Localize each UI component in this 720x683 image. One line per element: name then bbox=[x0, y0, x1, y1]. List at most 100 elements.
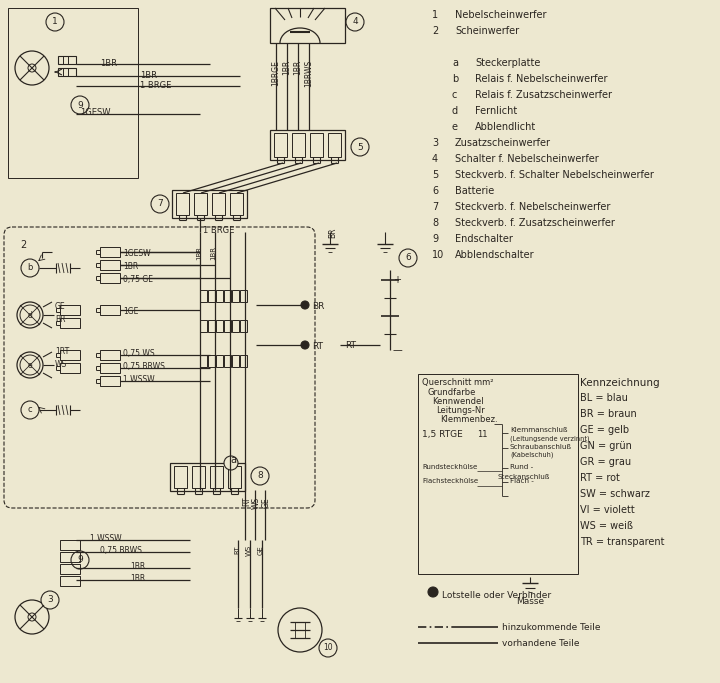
Circle shape bbox=[319, 639, 337, 657]
Text: 1BR: 1BR bbox=[140, 71, 157, 80]
Bar bbox=[208, 320, 215, 332]
Text: WS: WS bbox=[246, 545, 252, 556]
Text: 1BR: 1BR bbox=[196, 246, 202, 260]
Text: 1BRWS: 1BRWS bbox=[304, 60, 313, 87]
Text: 0,75 BRWS: 0,75 BRWS bbox=[123, 362, 165, 371]
Bar bbox=[60, 363, 80, 373]
Circle shape bbox=[71, 96, 89, 114]
Text: Klemmanschluß: Klemmanschluß bbox=[510, 427, 567, 433]
Text: a: a bbox=[230, 455, 236, 465]
Text: BL = blau: BL = blau bbox=[580, 393, 628, 403]
Text: 9: 9 bbox=[77, 555, 83, 565]
Text: 1BR: 1BR bbox=[210, 246, 216, 260]
Text: 1 BRGE: 1 BRGE bbox=[140, 81, 171, 90]
Circle shape bbox=[20, 305, 40, 325]
Circle shape bbox=[399, 249, 417, 267]
Circle shape bbox=[346, 13, 364, 31]
Text: Endschalter: Endschalter bbox=[455, 234, 513, 244]
Bar bbox=[328, 133, 341, 157]
Circle shape bbox=[46, 13, 64, 31]
Text: Nebelscheinwerfer: Nebelscheinwerfer bbox=[455, 10, 546, 20]
Text: 2: 2 bbox=[432, 26, 438, 36]
Text: BR: BR bbox=[55, 315, 66, 324]
Text: Lotstelle oder Verbinder: Lotstelle oder Verbinder bbox=[442, 591, 551, 600]
Bar bbox=[216, 320, 223, 332]
Text: Steckanschluß: Steckanschluß bbox=[497, 474, 549, 480]
Circle shape bbox=[151, 195, 169, 213]
Bar bbox=[192, 466, 205, 488]
Bar bbox=[172, 190, 247, 218]
Text: RT: RT bbox=[312, 342, 323, 351]
Text: 6: 6 bbox=[405, 253, 411, 262]
Bar bbox=[224, 355, 231, 367]
Bar bbox=[232, 320, 239, 332]
Bar bbox=[240, 355, 247, 367]
Bar bbox=[200, 320, 207, 332]
Text: 5: 5 bbox=[432, 170, 438, 180]
Text: Schraubanschluß: Schraubanschluß bbox=[510, 444, 572, 450]
Text: 1BR: 1BR bbox=[123, 262, 138, 271]
Text: Abblendschalter: Abblendschalter bbox=[455, 250, 535, 260]
Text: GE: GE bbox=[55, 302, 66, 311]
Text: Steckerplatte: Steckerplatte bbox=[475, 58, 541, 68]
Text: TR = transparent: TR = transparent bbox=[580, 537, 665, 547]
Bar bbox=[8, 8, 138, 178]
Circle shape bbox=[28, 64, 36, 72]
Bar bbox=[174, 466, 187, 488]
Text: Masse: Masse bbox=[516, 597, 544, 606]
Text: 1BR: 1BR bbox=[282, 60, 291, 75]
Bar bbox=[212, 193, 225, 215]
Bar bbox=[58, 56, 76, 64]
Bar bbox=[418, 374, 578, 574]
Text: 2: 2 bbox=[20, 240, 26, 250]
Circle shape bbox=[251, 467, 269, 485]
Text: Steckverb. f. Schalter Nebelscheinwerfer: Steckverb. f. Schalter Nebelscheinwerfer bbox=[455, 170, 654, 180]
Text: WS: WS bbox=[55, 360, 67, 369]
Circle shape bbox=[21, 259, 39, 277]
Bar bbox=[60, 350, 80, 360]
Bar bbox=[100, 273, 120, 283]
Text: vorhandene Teile: vorhandene Teile bbox=[502, 639, 580, 647]
Bar bbox=[224, 320, 231, 332]
Text: BR: BR bbox=[312, 302, 325, 311]
Bar bbox=[208, 355, 215, 367]
Text: 1 WSSW: 1 WSSW bbox=[90, 534, 122, 543]
Text: Rundsteckhülse: Rundsteckhülse bbox=[422, 464, 477, 470]
Text: 3: 3 bbox=[432, 138, 438, 148]
Text: Fernlicht: Fernlicht bbox=[475, 106, 517, 116]
Text: GE: GE bbox=[262, 497, 271, 507]
Text: —: — bbox=[393, 345, 402, 355]
Text: Zusatzscheinwerfer: Zusatzscheinwerfer bbox=[455, 138, 551, 148]
Bar bbox=[216, 290, 223, 302]
Text: d: d bbox=[27, 311, 32, 320]
Text: BR: BR bbox=[328, 228, 337, 238]
Text: RT = rot: RT = rot bbox=[580, 473, 620, 483]
Text: Kennzeichnung: Kennzeichnung bbox=[580, 378, 660, 388]
Text: Steckverb. f. Nebelscheinwerfer: Steckverb. f. Nebelscheinwerfer bbox=[455, 202, 611, 212]
Text: 10: 10 bbox=[323, 643, 333, 652]
Bar bbox=[224, 290, 231, 302]
Text: b: b bbox=[452, 74, 458, 84]
Bar bbox=[60, 564, 80, 574]
Text: a: a bbox=[452, 58, 458, 68]
Text: 9: 9 bbox=[77, 100, 83, 109]
Circle shape bbox=[17, 352, 43, 378]
Text: 5: 5 bbox=[357, 143, 363, 152]
Bar bbox=[230, 193, 243, 215]
Text: (Leitungsende verzinnt): (Leitungsende verzinnt) bbox=[510, 435, 590, 441]
Text: Kennwendel: Kennwendel bbox=[432, 397, 484, 406]
Text: Steckverb. f. Zusatzscheinwerfer: Steckverb. f. Zusatzscheinwerfer bbox=[455, 218, 615, 228]
Text: GR = grau: GR = grau bbox=[580, 457, 631, 467]
Text: Abblendlicht: Abblendlicht bbox=[475, 122, 536, 132]
Text: SW = schwarz: SW = schwarz bbox=[580, 489, 650, 499]
Text: BR = braun: BR = braun bbox=[580, 409, 636, 419]
Bar bbox=[60, 552, 80, 562]
Circle shape bbox=[428, 587, 438, 597]
Bar bbox=[292, 133, 305, 157]
Bar bbox=[270, 8, 345, 43]
Bar bbox=[216, 355, 223, 367]
Bar bbox=[60, 305, 80, 315]
Text: Klemmenbez.: Klemmenbez. bbox=[440, 415, 498, 424]
Text: b: b bbox=[27, 264, 32, 273]
Circle shape bbox=[301, 341, 309, 349]
